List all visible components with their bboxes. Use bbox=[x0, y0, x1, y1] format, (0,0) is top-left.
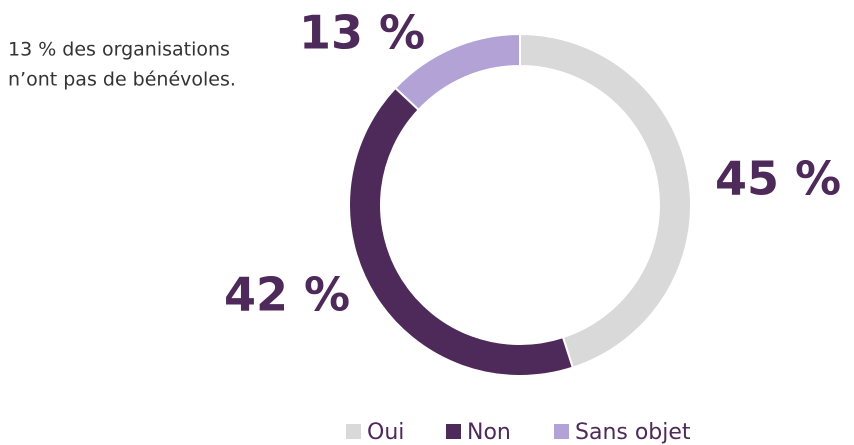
annotation: n’ont pas de bénévoles. bbox=[8, 69, 236, 91]
legend-swatch bbox=[446, 424, 461, 439]
value-label: 13 % bbox=[299, 6, 425, 60]
annotation: 13 % des organisations bbox=[8, 39, 230, 61]
donut-segment bbox=[393, 32, 521, 112]
legend-label: Non bbox=[467, 420, 511, 445]
legend-swatch bbox=[554, 424, 569, 439]
value-label: 42 % bbox=[224, 268, 350, 322]
donut-segment bbox=[347, 86, 575, 378]
donut-segment bbox=[519, 32, 693, 369]
legend-label: Oui bbox=[367, 420, 404, 445]
value-label: 45 % bbox=[715, 152, 841, 206]
legend-swatch bbox=[346, 424, 361, 439]
legend-label: Sans objet bbox=[575, 420, 691, 445]
